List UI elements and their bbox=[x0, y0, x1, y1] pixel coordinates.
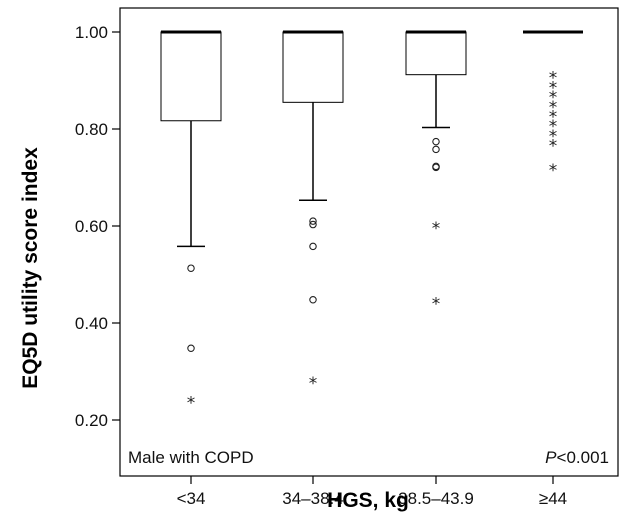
outlier-point-3 bbox=[309, 295, 317, 304]
p-value-text: <0.001 bbox=[557, 448, 609, 467]
box-group-0: * bbox=[160, 30, 222, 414]
p-value-annotation: P<0.001 bbox=[545, 448, 609, 467]
extreme-point-6: * bbox=[549, 127, 558, 147]
extreme-point-5: * bbox=[549, 117, 558, 137]
extreme-point-0: * bbox=[309, 374, 318, 394]
x-tick-label-0: <34 bbox=[177, 489, 206, 508]
p-value-symbol: P bbox=[545, 448, 557, 467]
outlier-point-0 bbox=[309, 217, 317, 225]
extreme-point-0: * bbox=[432, 219, 441, 239]
iqr-box bbox=[405, 31, 467, 76]
outlier-point-0 bbox=[187, 264, 195, 272]
iqr-box bbox=[160, 31, 222, 122]
x-tick-label-2: 38.5–43.9 bbox=[398, 489, 474, 508]
outlier-point-1 bbox=[187, 344, 195, 352]
x-axis-title: HGS, kg bbox=[327, 489, 409, 512]
box-group-1: * bbox=[282, 30, 344, 394]
y-tick-label-3: 0.80 bbox=[75, 120, 108, 139]
box-group-3: ********* bbox=[523, 30, 583, 181]
iqr-box bbox=[282, 31, 344, 103]
y-tick-label-1: 0.40 bbox=[75, 314, 108, 333]
y-tick-label-0: 0.20 bbox=[75, 411, 108, 430]
extreme-point-1: * bbox=[549, 78, 558, 98]
y-tick-label-2: 0.60 bbox=[75, 217, 108, 236]
outlier-point-3 bbox=[432, 163, 440, 172]
x-tick-label-1: 34–38.4 bbox=[282, 489, 343, 508]
y-axis-title: EQ5D utility score index bbox=[19, 147, 42, 389]
plot-border bbox=[119, 7, 619, 477]
extreme-point-7: * bbox=[549, 137, 558, 157]
outlier-point-1 bbox=[309, 220, 317, 229]
extreme-point-8: * bbox=[549, 161, 558, 181]
group-label-annotation: Male with COPD bbox=[128, 448, 254, 467]
x-tick-label-3: ≥44 bbox=[539, 489, 567, 508]
y-axis: 0.20 0.40 0.60 0.80 1.00 bbox=[75, 23, 120, 430]
plot-frame bbox=[119, 7, 619, 477]
x-axis: <34 34–38.4 38.5–43.9 ≥44 bbox=[177, 476, 567, 508]
extreme-point-0: * bbox=[549, 69, 558, 89]
extreme-point-2: * bbox=[549, 88, 558, 108]
extreme-point-1: * bbox=[432, 295, 441, 315]
box-group-2: ** bbox=[405, 30, 467, 315]
y-tick-label-4: 1.00 bbox=[75, 23, 108, 42]
outlier-point-1 bbox=[432, 145, 440, 154]
extreme-point-4: * bbox=[549, 107, 558, 127]
outlier-point-0 bbox=[432, 137, 440, 146]
extreme-point-3: * bbox=[549, 98, 558, 118]
outlier-point-2 bbox=[309, 242, 317, 251]
extreme-point-0: * bbox=[187, 394, 196, 414]
box-series: ************* bbox=[160, 30, 583, 414]
